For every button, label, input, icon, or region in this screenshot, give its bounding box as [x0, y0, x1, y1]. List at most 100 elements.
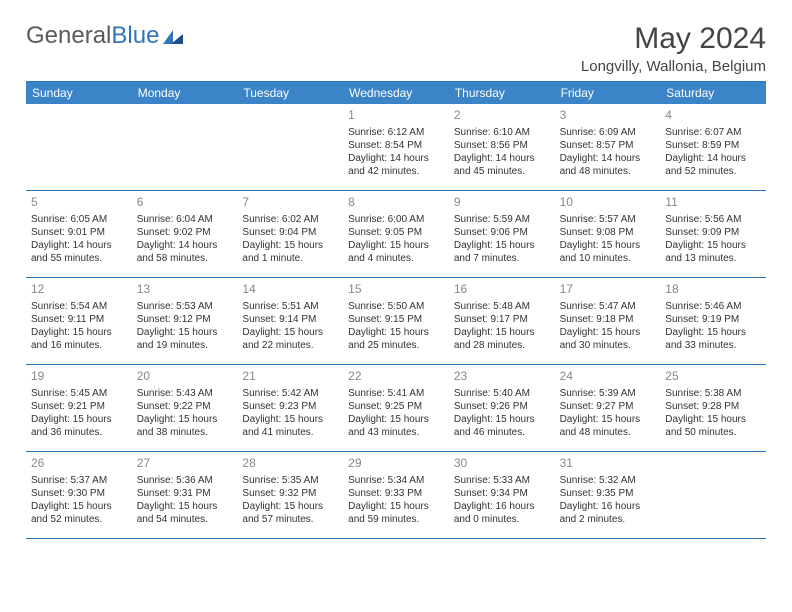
sunrise-text: Sunrise: 5:54 AM	[31, 300, 127, 313]
daylight-text: Daylight: 15 hours and 46 minutes.	[454, 413, 550, 439]
day-cell: 8Sunrise: 6:00 AMSunset: 9:05 PMDaylight…	[343, 191, 449, 277]
day-cell: 10Sunrise: 5:57 AMSunset: 9:08 PMDayligh…	[555, 191, 661, 277]
day-cell: 5Sunrise: 6:05 AMSunset: 9:01 PMDaylight…	[26, 191, 132, 277]
sunrise-text: Sunrise: 6:00 AM	[348, 213, 444, 226]
daylight-text: Daylight: 15 hours and 16 minutes.	[31, 326, 127, 352]
day-number: 28	[242, 456, 338, 472]
day-cell: 24Sunrise: 5:39 AMSunset: 9:27 PMDayligh…	[555, 365, 661, 451]
day-number: 26	[31, 456, 127, 472]
day-cell: 6Sunrise: 6:04 AMSunset: 9:02 PMDaylight…	[132, 191, 238, 277]
day-number: 17	[560, 282, 656, 298]
daylight-text: Daylight: 15 hours and 50 minutes.	[665, 413, 761, 439]
brand-logo-icon	[163, 28, 187, 44]
sunset-text: Sunset: 8:56 PM	[454, 139, 550, 152]
sunset-text: Sunset: 9:12 PM	[137, 313, 233, 326]
day-number: 31	[560, 456, 656, 472]
brand-word-1: General	[26, 22, 111, 50]
day-number: 10	[560, 195, 656, 211]
location-label: Longvilly, Wallonia, Belgium	[581, 58, 766, 75]
sunrise-text: Sunrise: 5:42 AM	[242, 387, 338, 400]
daylight-text: Daylight: 15 hours and 54 minutes.	[137, 500, 233, 526]
week-row: 5Sunrise: 6:05 AMSunset: 9:01 PMDaylight…	[26, 191, 766, 278]
daylight-text: Daylight: 15 hours and 38 minutes.	[137, 413, 233, 439]
day-cell: 13Sunrise: 5:53 AMSunset: 9:12 PMDayligh…	[132, 278, 238, 364]
day-number: 8	[348, 195, 444, 211]
day-number: 18	[665, 282, 761, 298]
weeks-grid: 1 Sunrise: 6:12 AMSunset: 8:54 PM Daylight…	[26, 104, 766, 539]
sunrise-text: Sunrise: 5:40 AM	[454, 387, 550, 400]
day-number: 13	[137, 282, 233, 298]
week-row: 12Sunrise: 5:54 AMSunset: 9:11 PMDayligh…	[26, 278, 766, 365]
sunset-text: Sunset: 8:57 PM	[560, 139, 656, 152]
sunrise-text: Sunrise: 6:09 AM	[560, 126, 656, 139]
sunrise-text: Sunrise: 5:37 AM	[31, 474, 127, 487]
sunset-text: Sunset: 9:04 PM	[242, 226, 338, 239]
sunset-text: Sunset: 9:11 PM	[31, 313, 127, 326]
sunrise-text: Sunrise: 5:38 AM	[665, 387, 761, 400]
daylight-text: Daylight: 15 hours and 28 minutes.	[454, 326, 550, 352]
sunrise-text: Sunrise: 5:43 AM	[137, 387, 233, 400]
sunrise-text: Sunrise: 5:51 AM	[242, 300, 338, 313]
daylight-text: Daylight: 15 hours and 57 minutes.	[242, 500, 338, 526]
day-number: 15	[348, 282, 444, 298]
sunrise-text: Sunrise: 5:57 AM	[560, 213, 656, 226]
daylight-text: Daylight: 15 hours and 4 minutes.	[348, 239, 444, 265]
day-cell: 22Sunrise: 5:41 AMSunset: 9:25 PMDayligh…	[343, 365, 449, 451]
sunrise-text: Sunrise: 5:34 AM	[348, 474, 444, 487]
sunrise-text: Sunrise: 5:33 AM	[454, 474, 550, 487]
dayname: Wednesday	[343, 82, 449, 104]
day-cell: 12Sunrise: 5:54 AMSunset: 9:11 PMDayligh…	[26, 278, 132, 364]
sunrise-text: Sunrise: 5:39 AM	[560, 387, 656, 400]
sunset-text: Sunset: 9:30 PM	[31, 487, 127, 500]
day-number: 19	[31, 369, 127, 385]
sunset-text: Sunset: 9:28 PM	[665, 400, 761, 413]
day-cell: 17Sunrise: 5:47 AMSunset: 9:18 PMDayligh…	[555, 278, 661, 364]
sunrise-text: Sunrise: 5:56 AM	[665, 213, 761, 226]
daylight-text: Daylight: 15 hours and 48 minutes.	[560, 413, 656, 439]
sunset-text: Sunset: 9:08 PM	[560, 226, 656, 239]
day-number: 11	[665, 195, 761, 211]
day-number: 14	[242, 282, 338, 298]
sunset-text: Sunset: 9:26 PM	[454, 400, 550, 413]
sunset-text: Sunset: 8:59 PM	[665, 139, 761, 152]
day-number: 6	[137, 195, 233, 211]
day-number: 3	[560, 108, 656, 124]
day-cell: 26Sunrise: 5:37 AMSunset: 9:30 PMDayligh…	[26, 452, 132, 538]
daylight-text: Daylight: 15 hours and 43 minutes.	[348, 413, 444, 439]
sunset-text: Sunset: 8:54 PM	[348, 139, 444, 152]
sunrise-text: Sunrise: 5:35 AM	[242, 474, 338, 487]
day-cell: 27Sunrise: 5:36 AMSunset: 9:31 PMDayligh…	[132, 452, 238, 538]
sunrise-text: Sunrise: 5:46 AM	[665, 300, 761, 313]
day-cell: 4Sunrise: 6:07 AMSunset: 8:59 PMDaylight…	[660, 104, 766, 190]
day-number: 29	[348, 456, 444, 472]
calendar: SundayMondayTuesdayWednesdayThursdayFrid…	[26, 81, 766, 539]
sunset-text: Sunset: 9:25 PM	[348, 400, 444, 413]
sunset-text: Sunset: 9:34 PM	[454, 487, 550, 500]
day-cell: 18Sunrise: 5:46 AMSunset: 9:19 PMDayligh…	[660, 278, 766, 364]
daylight-text: Daylight: 16 hours and 0 minutes.	[454, 500, 550, 526]
empty-cell	[26, 104, 132, 190]
daylight-text: Daylight: 15 hours and 59 minutes.	[348, 500, 444, 526]
daylight-text: Daylight: 15 hours and 25 minutes.	[348, 326, 444, 352]
sunrise-text: Sunrise: 5:48 AM	[454, 300, 550, 313]
day-cell: 11Sunrise: 5:56 AMSunset: 9:09 PMDayligh…	[660, 191, 766, 277]
day-number: 2	[454, 108, 550, 124]
sunrise-text: Sunrise: 6:12 AM	[348, 126, 444, 139]
dayname: Saturday	[660, 82, 766, 104]
day-number: 22	[348, 369, 444, 385]
dayname: Friday	[555, 82, 661, 104]
brand-word-2: Blue	[111, 22, 159, 50]
week-row: 19Sunrise: 5:45 AMSunset: 9:21 PMDayligh…	[26, 365, 766, 452]
sunrise-text: Sunrise: 6:10 AM	[454, 126, 550, 139]
title-block: May 2024 Longvilly, Wallonia, Belgium	[581, 22, 766, 75]
day-cell: 30Sunrise: 5:33 AMSunset: 9:34 PMDayligh…	[449, 452, 555, 538]
day-cell: 1Sunrise: 6:12 AMSunset: 8:54 PMDaylight…	[343, 104, 449, 190]
day-number: 27	[137, 456, 233, 472]
sunset-text: Sunset: 9:02 PM	[137, 226, 233, 239]
sunset-text: Sunset: 9:09 PM	[665, 226, 761, 239]
dayname: Thursday	[449, 82, 555, 104]
sunset-text: Sunset: 9:35 PM	[560, 487, 656, 500]
header: GeneralBlue May 2024 Longvilly, Wallonia…	[26, 22, 766, 75]
day-number: 1	[348, 108, 444, 124]
empty-cell	[660, 452, 766, 538]
